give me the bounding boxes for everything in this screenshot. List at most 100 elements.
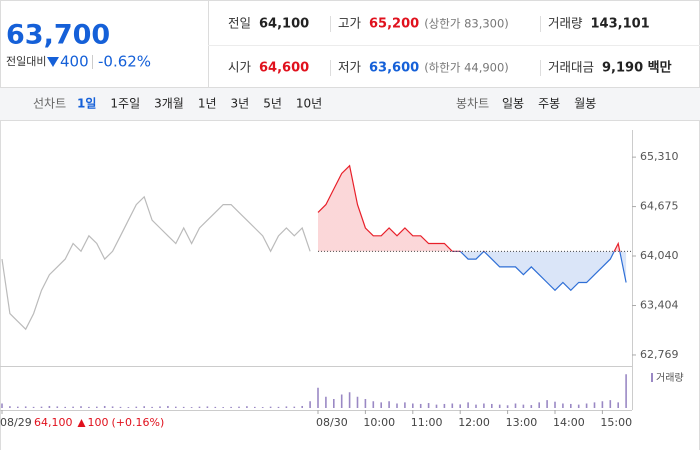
volume-bar	[467, 402, 469, 408]
volume-bar	[404, 402, 406, 408]
volume-bar	[238, 406, 240, 408]
volume-bar	[214, 406, 217, 408]
volume-bar	[396, 403, 398, 408]
volume-bar	[609, 400, 612, 408]
x-tick-label: 14:00	[553, 416, 585, 429]
summary-label: 저가	[338, 60, 362, 75]
prev-price: 64,100	[34, 416, 73, 429]
volume-bar	[24, 406, 27, 408]
volume-bar	[333, 399, 335, 408]
candle-tab[interactable]: 월봉	[574, 97, 596, 111]
volume-bar	[483, 403, 485, 408]
volume-bar	[412, 403, 414, 408]
summary-value: 63,600	[369, 61, 419, 76]
volume-bar	[348, 392, 351, 408]
change-rate: -0.62%	[98, 53, 151, 71]
volume-bar	[301, 405, 303, 408]
x-tick-label: 08/30	[316, 416, 348, 429]
period-tab[interactable]: 1일	[77, 97, 96, 111]
volume-bar	[72, 406, 74, 408]
summary-value: 65,200	[369, 17, 419, 32]
volume-bar	[80, 406, 82, 408]
volume-bar	[151, 406, 153, 408]
x-tick-label: 13:00	[506, 416, 538, 429]
volume-bar	[459, 404, 461, 408]
volume-bar	[372, 401, 375, 408]
volume-bar	[538, 402, 540, 408]
volume-bar	[277, 406, 280, 408]
y-tick-label: 63,404	[640, 299, 679, 312]
candle-tab[interactable]: 주봉	[538, 97, 560, 111]
volume-bar	[435, 404, 438, 408]
x-tick-label: 08/29	[0, 416, 32, 429]
volume-bar	[96, 406, 98, 408]
change: 400	[60, 53, 89, 71]
volume-bar	[554, 401, 556, 408]
volume-bar	[135, 406, 138, 408]
volume-bar	[522, 404, 525, 408]
volume-bar	[56, 406, 59, 408]
down-arrow	[47, 57, 59, 67]
summary-note: (하한가 44,900)	[424, 61, 509, 75]
summary-value: 64,600	[259, 61, 309, 76]
summary-value: 64,100	[259, 17, 309, 32]
volume-bar	[293, 406, 296, 408]
volume-bar	[175, 406, 177, 408]
volume-bar	[103, 405, 106, 408]
volume-bar	[48, 405, 51, 408]
volume-bar	[111, 406, 114, 408]
volume-bar	[32, 406, 35, 408]
change-label: 전일대비	[6, 54, 46, 68]
period-tab[interactable]: 1년	[198, 97, 217, 111]
y-tick-label: 64,675	[640, 200, 679, 213]
summary-label: 거래량	[548, 16, 583, 31]
volume-bar	[451, 403, 454, 408]
volume-bar	[546, 400, 548, 408]
volume-bar	[601, 401, 604, 408]
summary-label: 고가	[338, 16, 362, 31]
period-tab[interactable]: 1주일	[110, 97, 140, 111]
volume-legend-swatch	[651, 373, 653, 382]
summary-label: 거래대금	[548, 60, 594, 75]
volume-bar	[269, 406, 272, 408]
volume-bar	[380, 402, 382, 408]
price-line	[1, 195, 311, 331]
summary-label: 시가	[228, 60, 252, 75]
volume-bar	[562, 403, 564, 408]
summary-value: 9,190 백만	[602, 60, 672, 76]
volume-bar	[40, 406, 43, 408]
x-tick-label: 12:00	[458, 416, 490, 429]
volume-bar	[246, 406, 248, 408]
period-tab[interactable]: 10년	[296, 97, 322, 111]
volume-bar	[230, 406, 232, 408]
volume-bar	[427, 403, 430, 408]
summary-value: 143,101	[591, 17, 650, 32]
volume-bar	[254, 406, 256, 408]
volume-bar	[206, 406, 209, 408]
volume-bar	[222, 407, 224, 408]
volume-bar	[625, 374, 627, 408]
candle-tab[interactable]: 일봉	[502, 97, 524, 111]
period-tab[interactable]: 5년	[263, 97, 282, 111]
volume-bar	[570, 403, 572, 408]
period-tab[interactable]: 3개월	[154, 97, 184, 111]
volume-bar	[1, 403, 3, 408]
volume-bar	[285, 406, 288, 408]
volume-bar	[261, 407, 264, 408]
volume-bar	[159, 406, 161, 408]
volume-bar	[317, 387, 319, 408]
period-tab[interactable]: 3년	[231, 97, 250, 111]
volume-bar	[498, 404, 501, 408]
volume-bar	[419, 403, 422, 408]
volume-bar	[127, 407, 130, 408]
volume-bar	[506, 405, 509, 408]
x-tick-label: 15:00	[600, 416, 632, 429]
volume-bar	[167, 405, 169, 408]
prev-change-rate: (+0.16%)	[112, 416, 165, 429]
volume-bar	[514, 403, 517, 408]
volume-bar	[475, 404, 477, 408]
volume-bar	[88, 406, 90, 408]
volume-bar	[17, 406, 19, 408]
volume-bar	[143, 406, 145, 408]
